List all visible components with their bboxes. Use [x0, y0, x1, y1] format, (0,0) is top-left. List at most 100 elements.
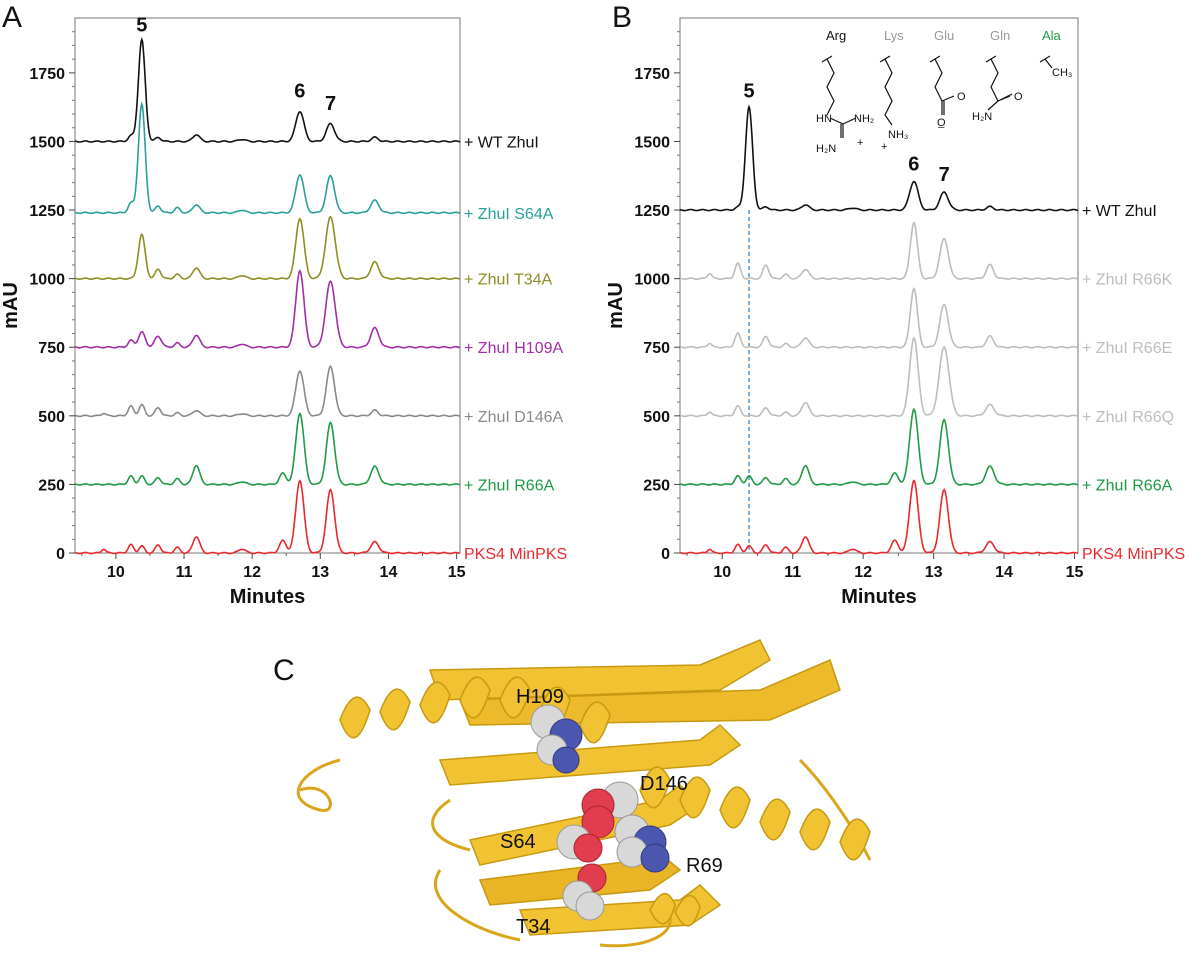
aa-name-lys: Lys: [884, 28, 904, 43]
residue-label-d146: D146: [640, 773, 688, 795]
residue-d146: [581, 781, 639, 839]
y-tick-label: 0: [661, 546, 670, 563]
y-axis-title: mAU: [605, 282, 627, 329]
residue-s64: [556, 824, 603, 863]
y-tick-label: 1250: [634, 203, 670, 220]
trace-label: PKS4 MinPKS: [464, 546, 567, 563]
gln-h2n: H₂N: [972, 111, 992, 123]
ala-ch3: CH₃: [1052, 67, 1072, 79]
chart-panel-b: 10 11 12 13 14 15 0 250 500 750 1000 1250 1500 1750 Mi…: [605, 17, 1185, 608]
x-tick-label: 11: [784, 564, 801, 581]
residue-label-r69: R69: [686, 855, 723, 877]
x-tick-label: 12: [854, 564, 872, 581]
arg-nh2: NH₂: [854, 113, 874, 125]
x-tick-label: 14: [380, 564, 398, 581]
ala-chain: [1039, 55, 1053, 69]
panel-letter-b: B: [612, 1, 632, 34]
y-tick-label: 1000: [29, 272, 65, 289]
trace-line: [679, 221, 1079, 281]
gln-carbonyl: [999, 93, 1013, 101]
peak-label: 6: [908, 153, 919, 175]
trace-label: + ZhuI R66E: [1082, 340, 1172, 357]
trace-line: [679, 336, 1079, 418]
y-tick-label: 500: [643, 409, 670, 426]
trace-line: [679, 287, 1079, 349]
y-tick-label: 750: [38, 340, 65, 357]
x-tick-label: 10: [713, 564, 731, 581]
y-tick-label: 1500: [634, 134, 670, 151]
peak-label: 5: [136, 15, 147, 37]
y-tick-label: 1500: [29, 134, 65, 151]
protein-structure: H109 D146 S64 R69 T34: [296, 639, 872, 948]
trace-label: + ZhuI D146A: [464, 409, 564, 426]
plot-frame: [74, 17, 461, 554]
trace-label: + ZhuI T34A: [464, 272, 553, 289]
loop: [296, 758, 872, 948]
alpha-helix: [639, 766, 871, 861]
residue-label-s64: S64: [500, 831, 536, 853]
trace-line: [74, 215, 461, 280]
trace-line: [74, 101, 461, 215]
y-tick-label: 250: [38, 477, 65, 494]
glu-o: O: [957, 91, 966, 103]
trace-label: + ZhuI R66A: [464, 477, 555, 494]
x-tick-label: 12: [243, 564, 261, 581]
residue-h109: [530, 704, 583, 774]
peak-label: 5: [743, 81, 754, 103]
glu-ominus: O̲: [937, 117, 946, 129]
peak-label: 6: [294, 81, 305, 103]
y-tick-label: 1750: [634, 66, 670, 83]
gln-o: O: [1014, 91, 1023, 103]
arg-h2n: H₂N: [816, 143, 836, 155]
y-tick-label: 1250: [29, 203, 65, 220]
y-axis-title: mAU: [0, 282, 22, 329]
x-tick-label: 14: [995, 564, 1013, 581]
lys-chain: [879, 55, 893, 126]
y-tick-label: 500: [38, 409, 65, 426]
aa-name-ala: Ala: [1042, 28, 1062, 43]
trace-line: [74, 269, 461, 349]
peak-label: 7: [939, 164, 950, 186]
residue-label-h109: H109: [516, 686, 564, 708]
trace-label: + WT ZhuI: [1082, 203, 1157, 220]
trace-line: [74, 37, 461, 143]
trace-line: [74, 365, 461, 418]
x-tick-label: 13: [311, 564, 329, 581]
peak-label: 7: [325, 93, 336, 115]
x-tick-label: 11: [176, 564, 193, 581]
trace-label: + ZhuI S64A: [464, 206, 554, 223]
gln-chain: [985, 55, 1011, 111]
x-tick-label: 13: [925, 564, 943, 581]
beta-strand: [438, 724, 742, 786]
amino-acid-sidechains: Arg HN NH₂ H₂N + Lys NH₃ + Glu O O̲ Gln …: [816, 28, 1072, 155]
trace-line: [679, 407, 1079, 486]
residue-t34: [562, 863, 607, 921]
y-tick-label: 250: [643, 477, 670, 494]
trace-label: + ZhuI R66A: [1082, 477, 1173, 494]
arg-plus: +: [857, 137, 863, 149]
trace-line: [679, 479, 1079, 555]
residue-label-t34: T34: [516, 916, 550, 938]
glu-chain: [929, 55, 955, 115]
trace-label: PKS4 MinPKS: [1082, 546, 1185, 563]
trace-label: + ZhuI R66K: [1082, 272, 1173, 289]
trace-line: [74, 479, 461, 555]
x-tick-label: 10: [107, 564, 125, 581]
trace-line: [679, 104, 1079, 212]
y-tick-label: 1000: [634, 272, 670, 289]
trace-line: [74, 412, 461, 486]
lys-nh3: NH₃: [888, 129, 908, 141]
aa-name-glu: Glu: [934, 28, 954, 43]
arg-guanidine: [829, 117, 857, 138]
trace-label: + WT ZhuI: [464, 134, 539, 151]
arg-hn: HN: [816, 113, 832, 125]
trace-label: + ZhuI R66Q: [1082, 409, 1174, 426]
alpha-helix: [649, 893, 701, 927]
y-tick-label: 1750: [29, 66, 65, 83]
panel-letter-c: C: [273, 654, 295, 687]
x-tick-label: 15: [1066, 564, 1084, 581]
arg-chain: [821, 55, 835, 116]
chart-panel-a: 10 11 12 13 14 15 0 250 500 750 1000 1250 1500 1750 Mi…: [0, 15, 567, 608]
x-tick-label: 15: [448, 564, 466, 581]
